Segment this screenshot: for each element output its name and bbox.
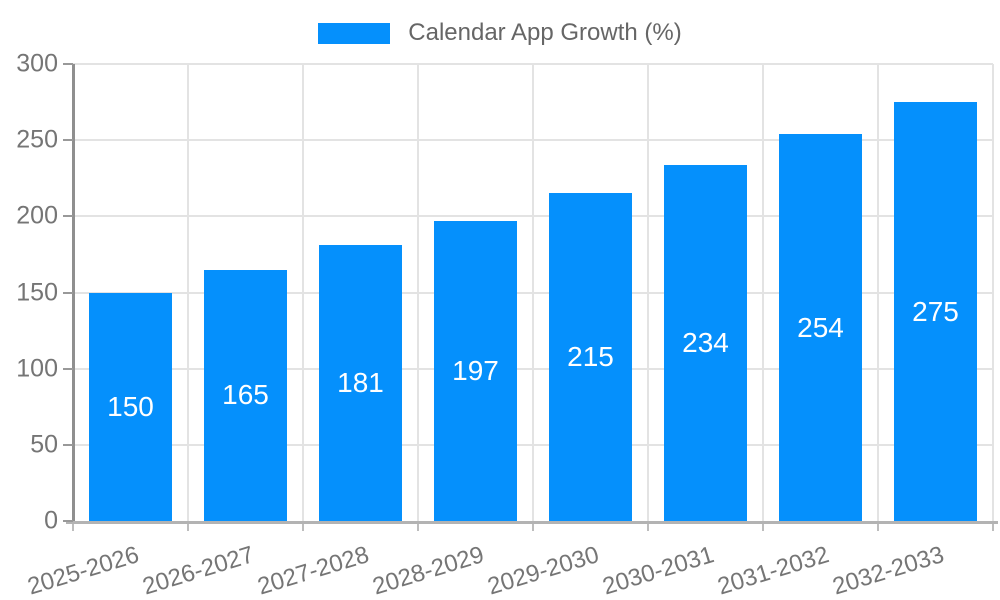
y-tick-mark: [63, 520, 73, 522]
legend-swatch-icon: [318, 22, 391, 44]
gridline-horizontal: [68, 215, 993, 218]
x-tick-mark: [647, 524, 649, 531]
bar-value-label: 254: [797, 311, 844, 343]
bar-slot: 181: [303, 64, 418, 521]
legend: Calendar App Growth (%): [0, 21, 1000, 45]
bar-slot: 234: [648, 64, 763, 521]
bar: 215: [549, 193, 632, 521]
bar-slot: 197: [418, 64, 533, 521]
x-tick-mark: [532, 524, 534, 531]
y-tick-label: 200: [16, 201, 58, 230]
bar-slot: 275: [878, 64, 993, 521]
y-tick-mark: [63, 443, 73, 446]
y-tick-label: 250: [16, 125, 58, 154]
x-tick-label: 2030-2031: [599, 541, 717, 600]
gridline-vertical: [187, 64, 189, 521]
y-tick-mark: [63, 139, 73, 142]
bar: 254: [779, 134, 862, 521]
bar-value-label: 275: [912, 295, 959, 327]
gridline-horizontal: [68, 367, 993, 370]
y-tick-mark: [63, 291, 73, 294]
gridline-horizontal: [68, 139, 993, 142]
x-tick-label: 2029-2030: [484, 541, 602, 600]
y-tick-mark: [63, 63, 73, 65]
x-tick-label: 2031-2032: [714, 541, 832, 600]
bar-value-label: 215: [567, 341, 614, 373]
x-tick-mark: [992, 524, 994, 531]
x-tick-label: 2032-2033: [829, 541, 947, 600]
y-tick-label: 50: [30, 430, 58, 459]
bar-slot: 165: [188, 64, 303, 521]
bar-slot: 150: [73, 64, 188, 521]
gridline-horizontal: [68, 291, 993, 294]
bar-value-label: 234: [682, 326, 729, 358]
x-tick-label: 2027-2028: [254, 541, 372, 600]
y-tick-label: 0: [44, 506, 58, 535]
y-axis-line: [72, 64, 75, 523]
bar-value-label: 165: [222, 379, 269, 411]
bar-slot: 215: [533, 64, 648, 521]
x-tick-mark: [187, 524, 189, 531]
y-tick-label: 300: [16, 49, 58, 78]
x-tick-mark: [762, 524, 764, 531]
legend-item[interactable]: Calendar App Growth (%): [318, 19, 682, 46]
x-tick-mark: [72, 524, 74, 531]
bar: 165: [204, 269, 287, 521]
gridline-vertical: [302, 64, 304, 521]
x-axis-line: [66, 521, 998, 524]
gridline-vertical: [877, 64, 879, 521]
gridline-horizontal: [68, 63, 993, 65]
x-tick-mark: [877, 524, 879, 531]
bar: 197: [434, 220, 517, 521]
y-tick-mark: [63, 215, 73, 218]
gridline-vertical: [647, 64, 649, 521]
gridline-vertical: [417, 64, 419, 521]
gridline-vertical: [992, 64, 994, 521]
bar: 181: [319, 245, 402, 521]
x-tick-mark: [302, 524, 304, 531]
bar: 150: [89, 292, 172, 521]
plot-area: 150 165 181 197 215 234 254 275 2025-2026 2026-2…: [24, 63, 998, 600]
bar-value-label: 150: [107, 390, 154, 422]
x-tick-mark: [417, 524, 419, 531]
gridline-vertical: [762, 64, 764, 521]
bars-layer: 150 165 181 197 215 234 254 275: [73, 64, 993, 521]
bar-slot: 254: [763, 64, 878, 521]
bar: 234: [664, 164, 747, 521]
x-tick-label: 2025-2026: [24, 541, 142, 600]
gridline-vertical: [532, 64, 534, 521]
y-tick-label: 150: [16, 278, 58, 306]
bar: 275: [894, 102, 977, 521]
y-tick-mark: [63, 367, 73, 370]
y-tick-label: 100: [16, 354, 58, 383]
x-tick-label: 2026-2027: [139, 541, 257, 600]
x-tick-label: 2028-2029: [369, 541, 487, 600]
gridline-horizontal: [68, 443, 993, 446]
bar-value-label: 197: [452, 354, 499, 386]
bar-value-label: 181: [337, 367, 384, 399]
legend-label: Calendar App Growth (%): [408, 19, 682, 46]
